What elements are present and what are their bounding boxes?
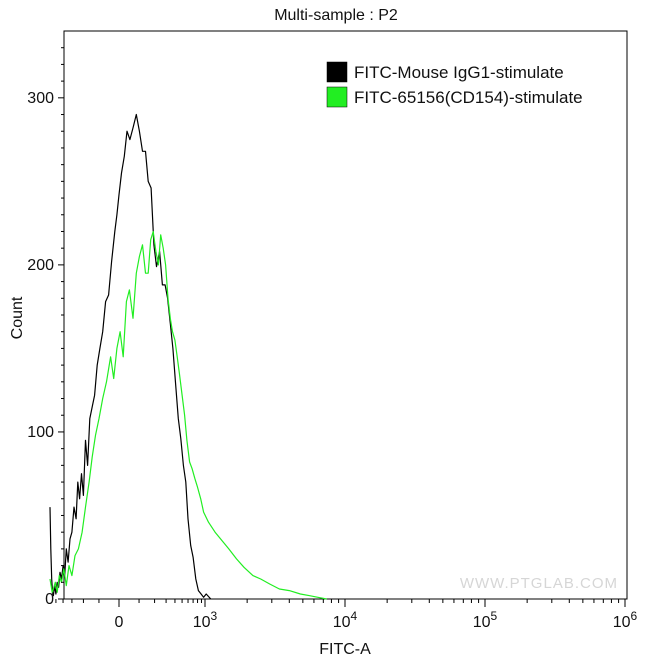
series-line-1 bbox=[49, 113, 212, 600]
legend-label: FITC-65156(CD154)-stimulate bbox=[354, 88, 583, 107]
watermark-text: WWW.PTGLAB.COM bbox=[460, 575, 618, 592]
x-tick-label: 104 bbox=[333, 609, 358, 631]
legend-item: FITC-65156(CD154)-stimulate bbox=[326, 86, 583, 108]
y-axis-title: Count bbox=[9, 296, 26, 339]
y-tick-label: 0 bbox=[45, 591, 54, 608]
series-line-2 bbox=[49, 230, 327, 600]
x-tick-label: 103 bbox=[193, 609, 218, 631]
axis-ticks bbox=[55, 47, 626, 607]
y-tick-label: 100 bbox=[27, 424, 54, 441]
y-tick-label: 300 bbox=[27, 90, 54, 107]
y-tick-label: 200 bbox=[27, 257, 54, 274]
plot-area-frame bbox=[63, 30, 628, 600]
legend-label: FITC-Mouse IgG1-stimulate bbox=[354, 63, 564, 82]
x-tick-label: 105 bbox=[473, 609, 498, 631]
legend: FITC-Mouse IgG1-stimulate FITC-65156(CD15… bbox=[326, 61, 583, 108]
x-tick-label: 0 bbox=[115, 614, 124, 631]
legend-swatch bbox=[326, 86, 348, 108]
x-axis-title: FITC-A bbox=[319, 641, 371, 658]
tick-labels: 0 100 200 300 0 103 104 105 106 bbox=[27, 90, 637, 631]
series-curves bbox=[49, 113, 327, 600]
x-tick-label: 106 bbox=[613, 609, 638, 631]
chart-title: Multi-sample : P2 bbox=[274, 7, 398, 24]
legend-swatch bbox=[326, 61, 348, 83]
legend-item: FITC-Mouse IgG1-stimulate bbox=[326, 61, 564, 83]
